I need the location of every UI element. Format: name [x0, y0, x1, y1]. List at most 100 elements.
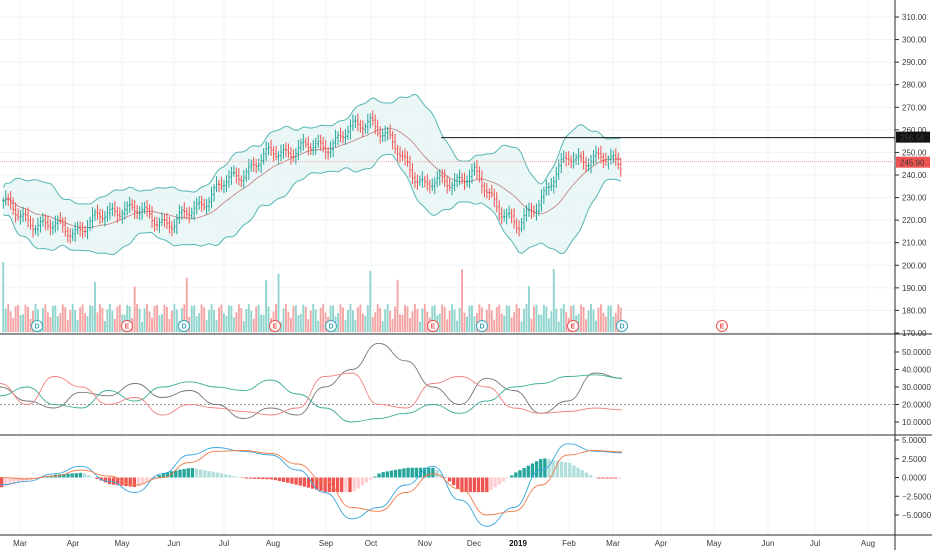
macd-histogram-bar — [95, 477, 99, 479]
macd-histogram-bar — [219, 473, 224, 478]
volume-bar — [595, 320, 597, 332]
dmi-pane[interactable] — [0, 342, 895, 423]
macd-histogram-bar — [236, 476, 240, 478]
volume-bar — [299, 314, 302, 332]
volume-bar — [364, 315, 367, 332]
price-tick-label: 260.00 — [902, 126, 927, 135]
macd-pane[interactable] — [0, 443, 623, 527]
volume-bar — [347, 309, 349, 332]
event-marker-dividend[interactable] — [616, 320, 628, 332]
macd-histogram-bar — [277, 477, 282, 482]
macd-histogram-bar — [120, 477, 124, 486]
macd-histogram-bar — [298, 477, 302, 486]
volume-bar — [582, 306, 585, 332]
macd-histogram-bar — [422, 467, 427, 478]
volume-bar — [404, 304, 406, 332]
volume-bar — [235, 312, 238, 332]
macd-histogram-bar — [518, 470, 522, 478]
macd-histogram-bar — [128, 477, 132, 487]
macd-histogram-bar — [435, 470, 439, 478]
volume-bar — [49, 316, 52, 332]
volume-bar — [294, 305, 297, 332]
volume-bar — [126, 304, 129, 332]
volume-bar — [14, 306, 17, 332]
volume-bar — [195, 316, 198, 332]
price-pane[interactable] — [0, 93, 895, 256]
volume-bar — [443, 306, 446, 332]
event-marker-label: D — [328, 324, 333, 331]
time-tick-label: 2019 — [509, 539, 527, 548]
volume-bar — [508, 305, 511, 332]
resistance-price-label: 256.56 — [900, 134, 925, 143]
macd-histogram-bar — [136, 477, 141, 487]
event-marker-earnings[interactable] — [427, 320, 439, 332]
macd-histogram-bar — [522, 467, 526, 478]
time-tick-label: Jun — [168, 539, 181, 548]
macd-histogram-bar — [182, 468, 186, 478]
volume-bar — [329, 305, 332, 332]
dmi-tick-label: 20.0000 — [902, 401, 931, 410]
volume-bar — [354, 319, 357, 332]
dmi-tick-label: 10.0000 — [902, 418, 931, 427]
volume-bar — [478, 304, 481, 332]
volume-bar — [111, 310, 114, 332]
volume-bar — [394, 306, 397, 332]
volume-bar — [84, 313, 87, 332]
macd-histogram-bar — [232, 476, 236, 478]
volume-bar — [158, 315, 161, 332]
macd-histogram-bar — [609, 477, 613, 479]
volume-bar — [371, 317, 374, 332]
price-axis[interactable]: 310.00 300.00 290.00 280.00 270.00 260.00 250.… — [895, 13, 932, 520]
volume-bar — [138, 308, 141, 332]
volume-bar — [153, 306, 156, 332]
event-marker-dividend[interactable] — [476, 320, 488, 332]
volume-bar — [151, 317, 153, 332]
event-marker-label: D — [34, 324, 39, 331]
volume-bar — [218, 307, 220, 332]
volume-bar — [277, 273, 280, 332]
volume-bar — [471, 305, 473, 332]
event-marker-earnings[interactable] — [716, 320, 728, 332]
event-marker-earnings[interactable] — [269, 320, 281, 332]
volume-bar — [173, 304, 176, 332]
macd-histogram-bar — [306, 477, 311, 488]
volume-bar — [275, 304, 277, 332]
volume-bar — [220, 304, 223, 332]
macd-histogram-bar — [547, 459, 551, 478]
volume-bar — [257, 304, 260, 332]
volume-bar — [510, 317, 513, 332]
volume-bar — [240, 308, 243, 332]
event-marker-earnings[interactable] — [121, 320, 133, 332]
volume-bar — [19, 315, 22, 332]
event-marker-dividend[interactable] — [31, 320, 43, 332]
volume-bar — [401, 314, 404, 332]
price-tick-label: 180.00 — [902, 306, 927, 315]
macd-histogram-bar — [369, 477, 373, 480]
time-tick-label: Jul — [219, 539, 229, 548]
volume-bar — [590, 304, 592, 332]
macd-histogram-bar — [124, 477, 128, 487]
macd-histogram-bar — [244, 477, 248, 479]
volume-bar — [374, 312, 377, 332]
volume-bar — [490, 310, 493, 332]
event-marker-dividend[interactable] — [178, 320, 190, 332]
macd-histogram-bar — [8, 477, 12, 486]
volume-bar — [555, 308, 558, 332]
macd-histogram-bar — [617, 477, 622, 479]
macd-tick-label: 0.0000 — [902, 474, 927, 483]
macd-line — [0, 443, 623, 527]
macd-histogram-bar — [165, 471, 170, 478]
event-marker-earnings[interactable] — [567, 320, 579, 332]
macd-histogram-bar — [286, 477, 290, 483]
time-axis[interactable]: Mar Apr May Jun Jul Aug Sep Oct Nov Dec 2019 Feb Mar… — [13, 539, 875, 548]
event-marker-label: E — [720, 324, 725, 331]
macd-histogram-bar — [493, 477, 497, 488]
volume-bar — [252, 318, 255, 332]
volume-bar — [2, 262, 5, 332]
event-marker-dividend[interactable] — [325, 320, 337, 332]
volume-bar — [99, 304, 101, 332]
macd-histogram-bar — [398, 469, 402, 478]
last-price-label-bg — [896, 156, 930, 168]
